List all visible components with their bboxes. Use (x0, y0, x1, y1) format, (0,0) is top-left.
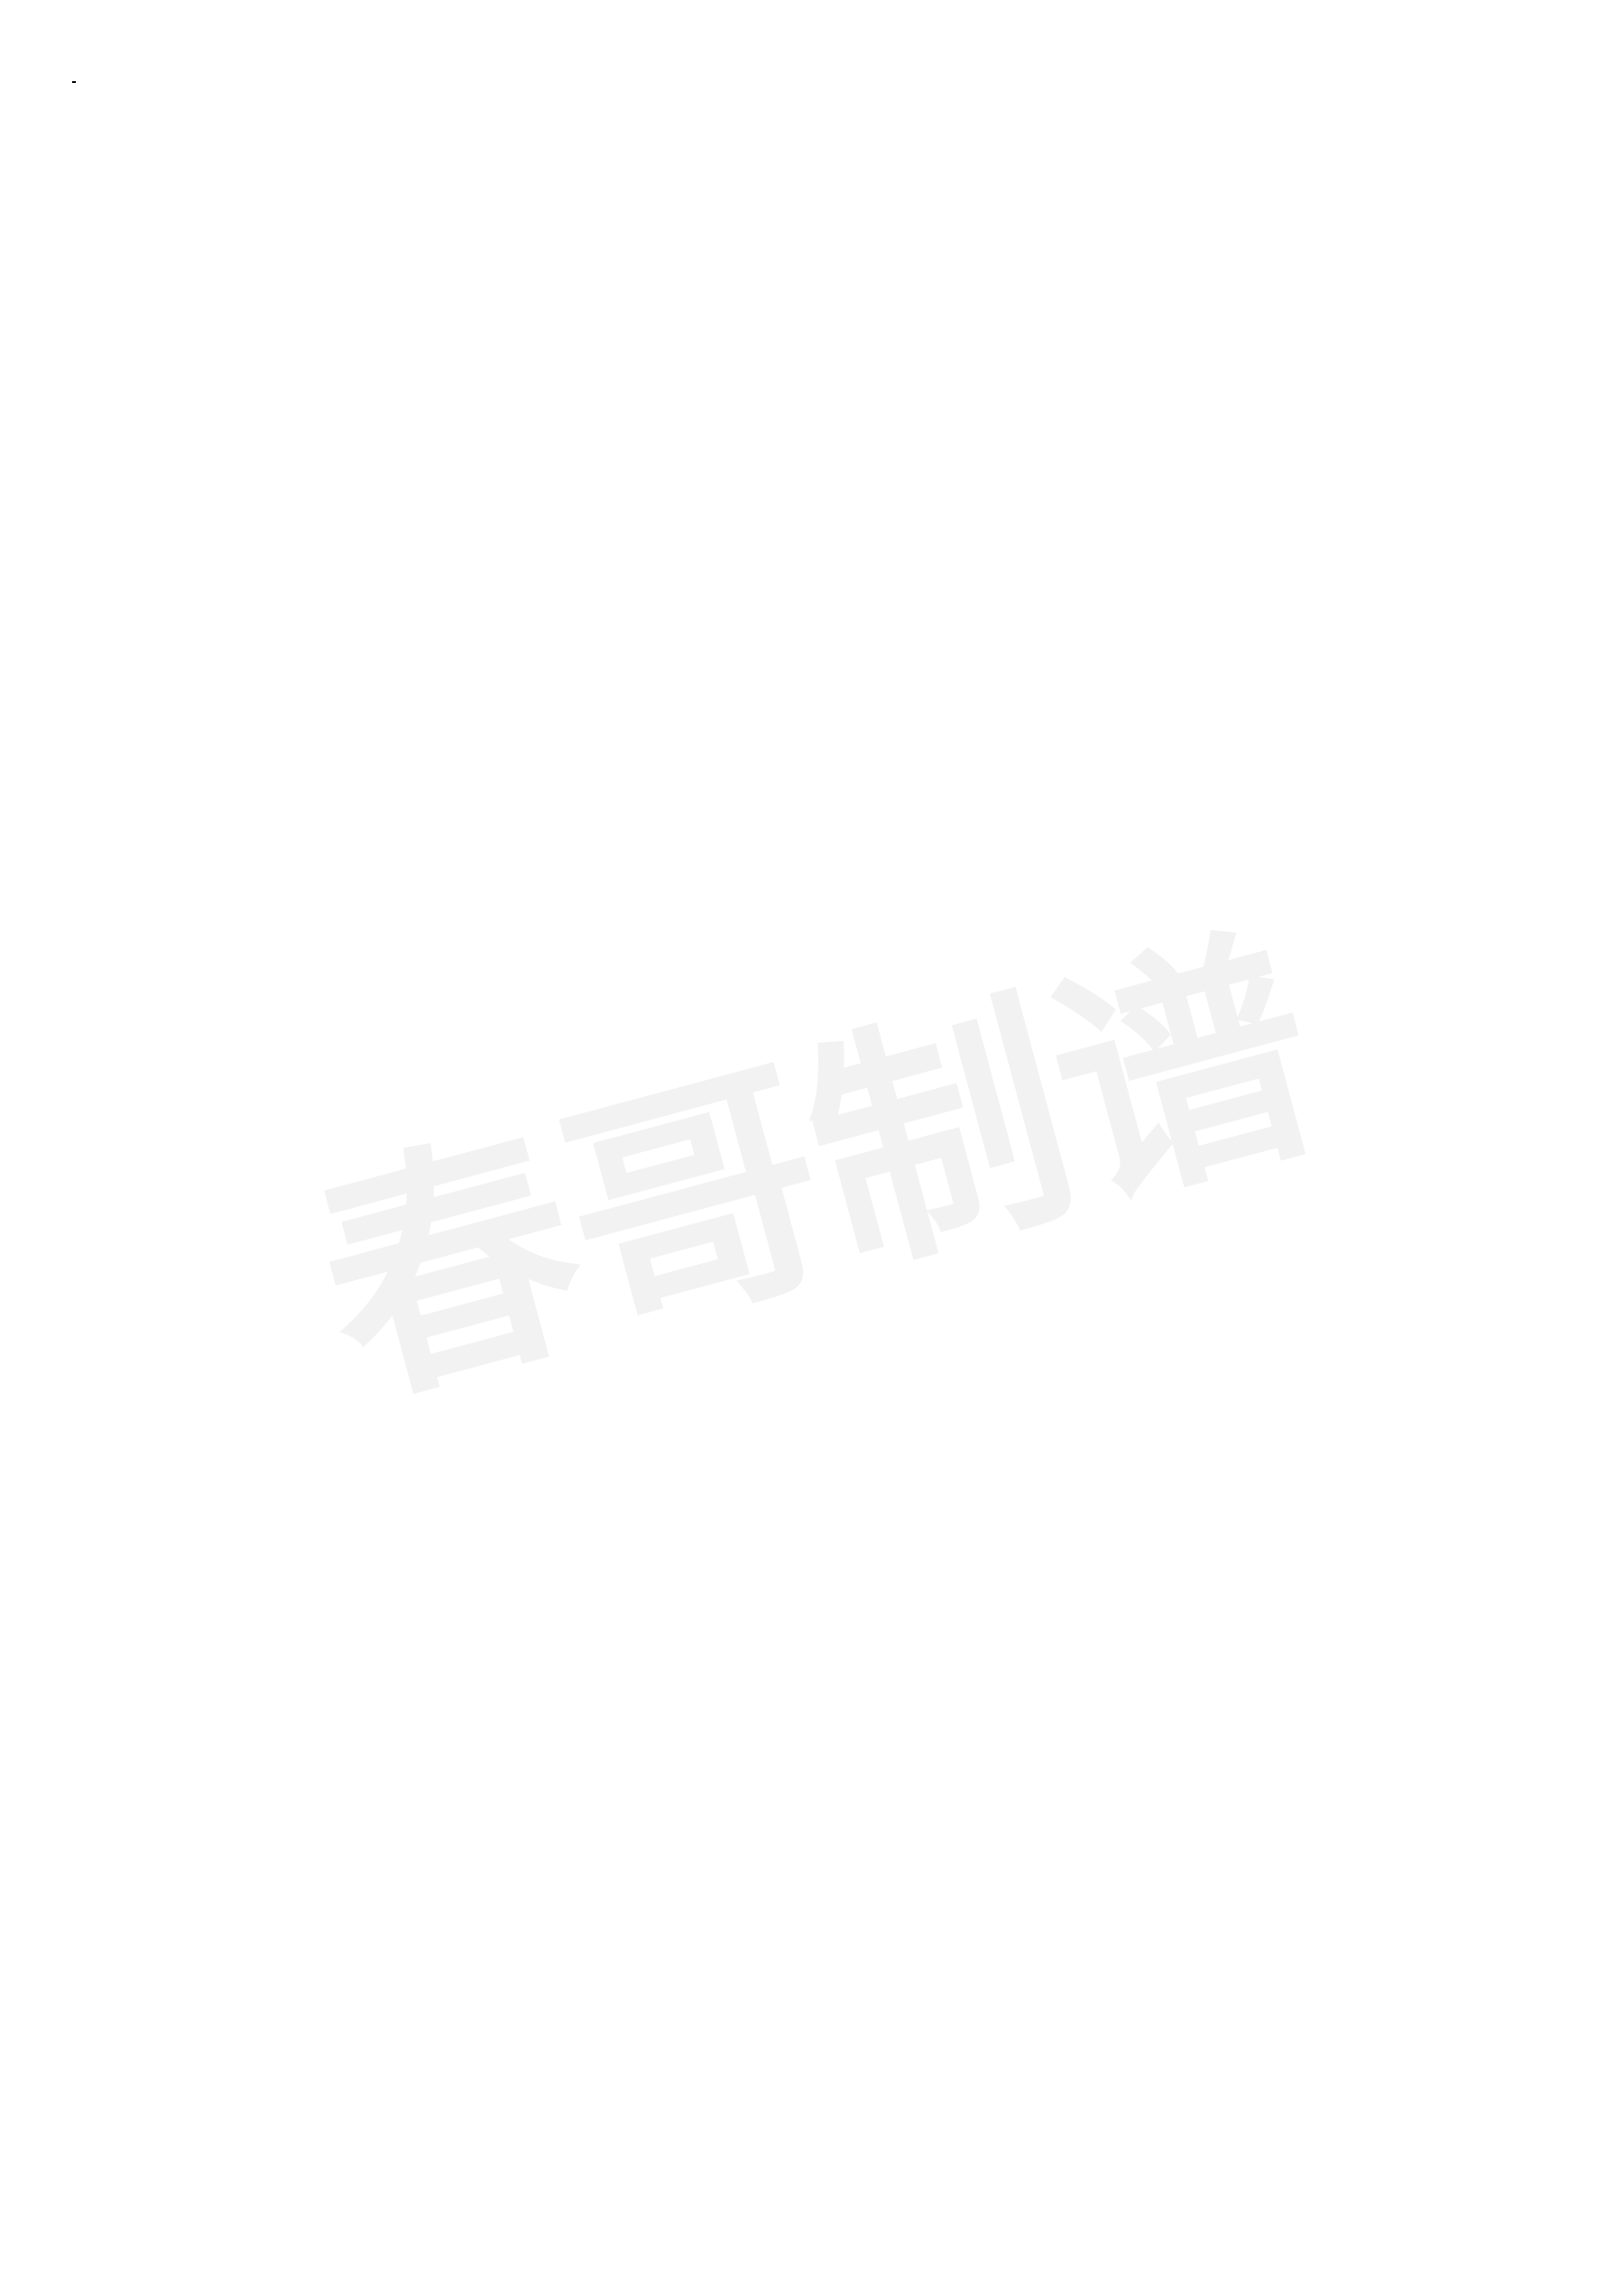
key-signature (72, 63, 76, 97)
meta-row (72, 63, 1552, 97)
credits (1476, 63, 1552, 97)
time-signature (72, 81, 76, 83)
watermark: 春哥制谱 (277, 840, 1348, 1455)
